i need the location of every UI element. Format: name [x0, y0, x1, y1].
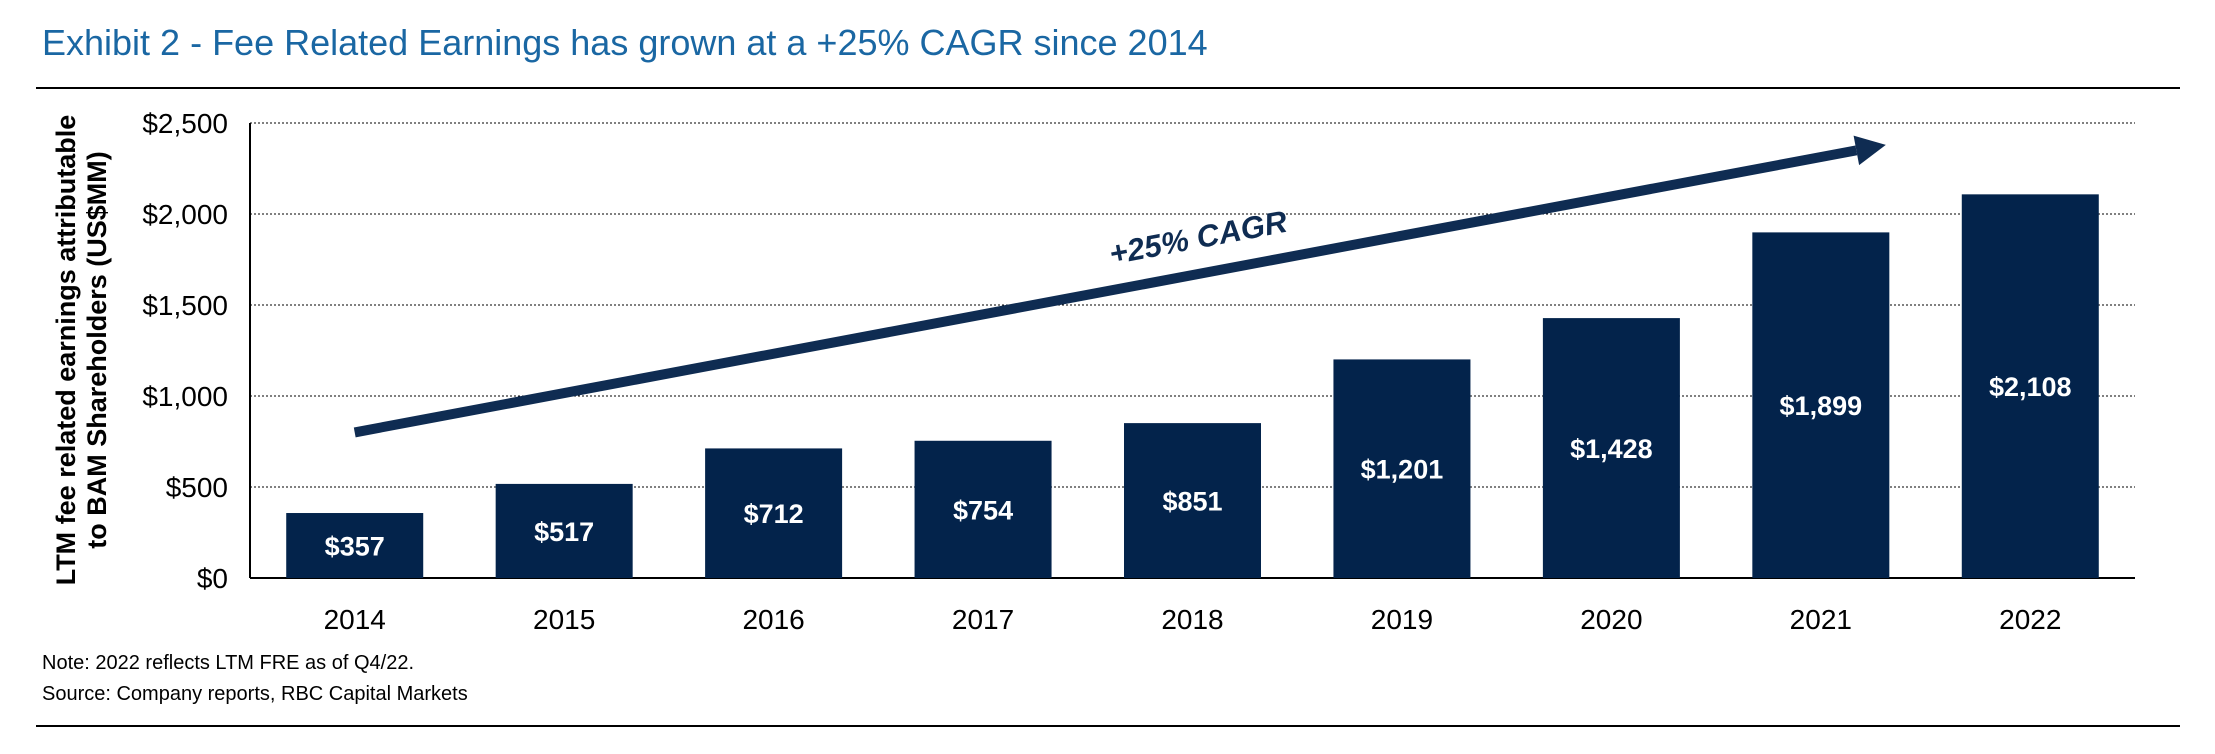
x-tick-label: 2014	[324, 604, 386, 635]
note-text: Note: 2022 reflects LTM FRE as of Q4/22.	[42, 652, 415, 674]
data-label: $851	[1162, 487, 1222, 517]
x-tick-label: 2022	[1999, 604, 2061, 635]
bar	[1752, 232, 1890, 578]
y-axis-title-line: to BAM Shareholders (US$MM)	[82, 151, 112, 549]
source-text: Source: Company reports, RBC Capital Mar…	[42, 683, 468, 705]
bar	[1124, 423, 1261, 578]
data-label: $2,108	[1989, 372, 2072, 402]
cagr-arrowhead	[1853, 135, 1886, 166]
bar	[1542, 318, 1680, 578]
bottom-divider	[36, 725, 2180, 727]
y-tick-label: $500	[166, 472, 228, 503]
y-tick-label: $1,000	[142, 381, 228, 412]
y-axis-title-line: LTM fee related earnings attributable	[51, 115, 81, 586]
data-label: $754	[953, 495, 1013, 525]
data-label: $1,428	[1570, 434, 1653, 464]
bar	[914, 440, 1052, 578]
data-label: $712	[744, 499, 804, 529]
x-tick-label: 2018	[1161, 604, 1223, 635]
bar	[286, 513, 424, 578]
y-tick-label: $2,500	[142, 108, 228, 139]
x-tick-label: 2020	[1580, 604, 1642, 635]
bar	[1333, 359, 1471, 578]
exhibit-title: Exhibit 2 - Fee Related Earnings has gro…	[42, 22, 1208, 63]
top-divider	[36, 87, 2180, 89]
y-tick-label: $0	[197, 563, 228, 594]
x-tick-label: 2019	[1371, 604, 1433, 635]
cagr-arrow-line	[353, 145, 1858, 438]
x-tick-label: 2015	[533, 604, 595, 635]
notes: Note: 2022 reflects LTM FRE as of Q4/22.…	[42, 648, 468, 710]
x-tick-label: 2017	[952, 604, 1014, 635]
data-label: $1,899	[1780, 391, 1863, 421]
x-tick-label: 2021	[1790, 604, 1852, 635]
data-label: $517	[534, 517, 594, 547]
bar	[705, 448, 843, 578]
data-label: $357	[325, 532, 385, 562]
y-tick-label: $2,000	[142, 199, 228, 230]
y-tick-label: $1,500	[142, 290, 228, 321]
y-axis-title: LTM fee related earnings attributableto …	[51, 115, 112, 586]
x-tick-label: 2016	[742, 604, 804, 635]
bar	[495, 483, 633, 578]
data-label: $1,201	[1361, 455, 1444, 485]
bar	[1961, 194, 2099, 578]
